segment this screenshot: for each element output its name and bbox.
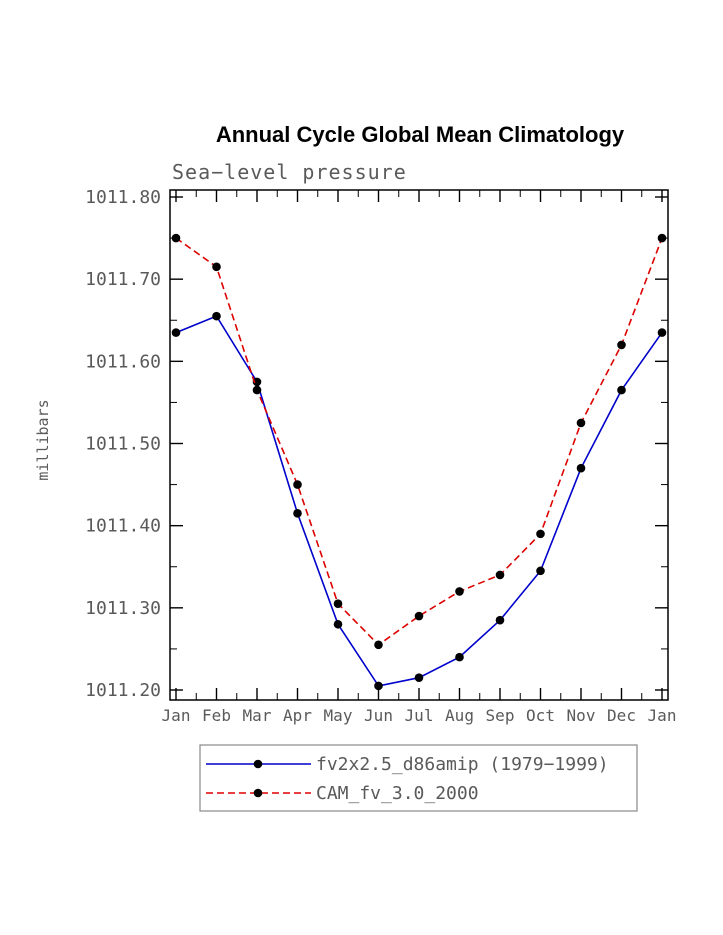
- data-point: [374, 640, 383, 650]
- y-tick-label: 1011.40: [85, 516, 161, 537]
- data-point: [374, 681, 383, 691]
- y-tick-label: 1011.70: [85, 269, 161, 290]
- data-point: [293, 509, 302, 518]
- data-point: [414, 673, 424, 682]
- legend-label: fv2x2.5_d86amip (1979−1999): [316, 754, 609, 775]
- x-tick-label: Jan: [162, 706, 191, 725]
- x-tick-label: Dec: [607, 706, 636, 725]
- data-point: [414, 611, 424, 621]
- x-tick-label: Aug: [445, 706, 474, 725]
- data-point: [536, 529, 545, 539]
- legend-box: [199, 744, 638, 812]
- data-series: [171, 233, 667, 691]
- x-tick-label: Jan: [648, 706, 677, 725]
- data-point: [536, 566, 545, 576]
- data-point: [333, 619, 343, 629]
- legend-label: CAM_fv_3.0_2000: [316, 783, 479, 804]
- data-point: [252, 377, 262, 387]
- data-point: [293, 480, 302, 489]
- x-tick-label: Sep: [486, 706, 515, 725]
- data-point: [252, 385, 262, 395]
- data-point: [171, 233, 181, 243]
- chart-title: Annual Cycle Global Mean Climatology: [216, 122, 625, 147]
- series-line-1: [175, 237, 663, 646]
- y-tick-label: 1011.30: [85, 598, 161, 619]
- y-tick-label: 1011.60: [85, 351, 161, 372]
- legend-marker: [253, 788, 263, 798]
- x-tick-label: May: [324, 706, 353, 725]
- data-point: [617, 340, 626, 350]
- data-point: [171, 328, 181, 337]
- data-point: [657, 233, 667, 243]
- data-point: [212, 311, 221, 321]
- data-point: [617, 385, 626, 395]
- legend: fv2x2.5_d86amip (1979−1999) CAM_fv_3.0_20…: [199, 744, 638, 812]
- y-axis-label: millibars: [34, 399, 52, 480]
- x-tick-label: Mar: [243, 706, 272, 725]
- x-tick-label: Feb: [202, 706, 231, 725]
- x-tick-label: Apr: [283, 706, 312, 725]
- x-tick-label: Oct: [526, 706, 555, 725]
- data-point: [333, 599, 343, 609]
- data-point: [576, 418, 586, 428]
- legend-marker: [253, 759, 263, 769]
- data-point: [495, 615, 505, 625]
- data-point: [212, 262, 221, 272]
- y-tick-label: 1011.80: [85, 187, 161, 208]
- data-point: [657, 328, 667, 337]
- data-point: [495, 570, 505, 580]
- x-tick-label: Nov: [567, 706, 596, 725]
- data-point: [455, 587, 464, 596]
- chart-subtitle: Sea−level pressure: [172, 160, 407, 184]
- plot-frame: Jan Feb Mar Apr May Jun Jul Aug Sep Oct Nov Dec Jan1…: [85, 187, 676, 725]
- x-tick-label: Jun: [364, 706, 393, 725]
- data-point: [455, 652, 464, 662]
- y-tick-label: 1011.50: [85, 434, 161, 455]
- x-tick-label: Jul: [405, 706, 434, 725]
- y-tick-label: 1011.20: [85, 680, 161, 701]
- data-point: [576, 463, 586, 473]
- series-line-0: [175, 315, 663, 687]
